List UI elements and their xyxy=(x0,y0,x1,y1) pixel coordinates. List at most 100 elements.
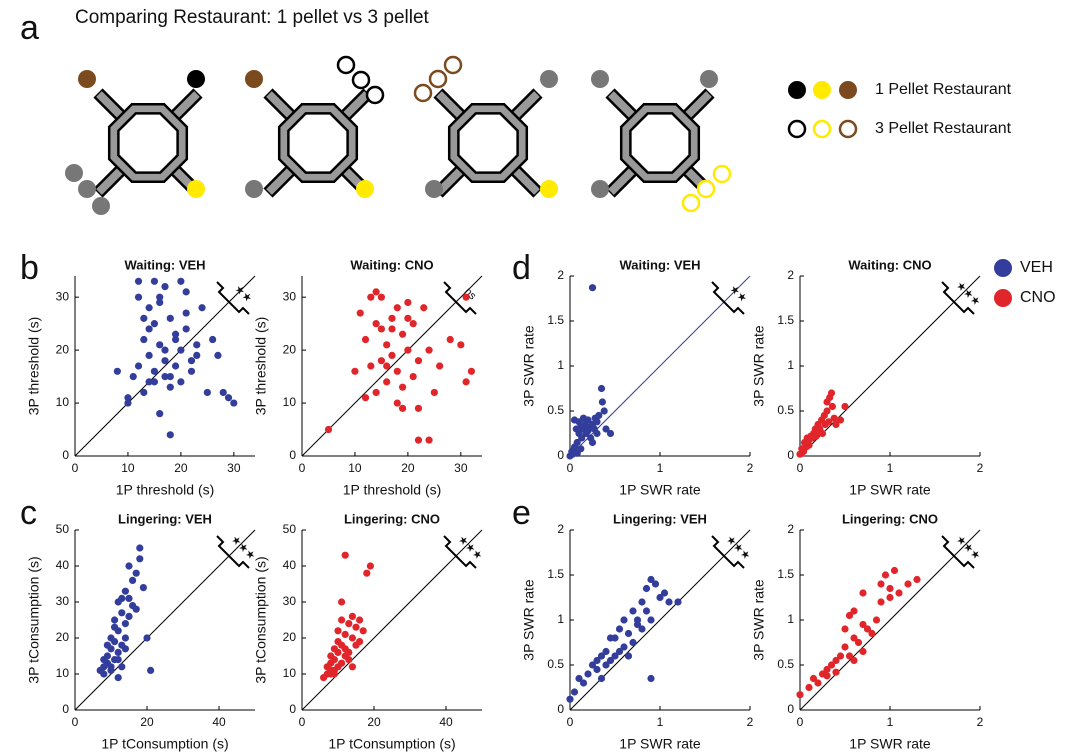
x-tick-label: 2 xyxy=(747,715,754,729)
x-tick-label: 20 xyxy=(140,715,154,729)
data-point xyxy=(327,670,334,677)
data-point xyxy=(373,288,380,295)
x-tick-label: 0 xyxy=(72,461,79,475)
data-point xyxy=(334,627,341,634)
data-point xyxy=(151,278,158,285)
data-point xyxy=(599,398,606,405)
data-point xyxy=(831,415,838,422)
y-tick-label: 0.5 xyxy=(777,403,794,417)
x-tick-label: 0 xyxy=(797,461,804,475)
data-point xyxy=(638,625,645,632)
x-axis-label: 1P threshold (s) xyxy=(116,482,215,498)
data-point xyxy=(183,288,190,295)
data-point xyxy=(140,336,147,343)
x-tick-label: 1 xyxy=(887,715,894,729)
y-tick-label: 0 xyxy=(62,702,69,716)
data-point xyxy=(104,642,111,649)
data-point xyxy=(566,696,573,703)
data-point xyxy=(580,679,587,686)
y-tick-label: 30 xyxy=(283,594,297,608)
y-axis-label: 3P SWR rate xyxy=(521,579,537,661)
data-point xyxy=(115,656,122,663)
data-point xyxy=(172,331,179,338)
data-point xyxy=(855,639,862,646)
data-point xyxy=(188,357,195,364)
data-point xyxy=(674,598,681,605)
maze xyxy=(268,93,368,193)
y-tick-label: 0 xyxy=(787,448,794,462)
data-point xyxy=(841,625,848,632)
data-point xyxy=(151,320,158,327)
data-point xyxy=(584,670,591,677)
data-point xyxy=(652,580,659,587)
data-point xyxy=(115,674,122,681)
data-point xyxy=(837,416,844,423)
x-tick-label: 0 xyxy=(567,715,574,729)
data-point xyxy=(625,652,632,659)
data-point xyxy=(620,643,627,650)
x-tick-label: 40 xyxy=(439,715,453,729)
data-point xyxy=(415,357,422,364)
x-tick-label: 2 xyxy=(747,461,754,475)
data-point xyxy=(367,362,374,369)
data-point xyxy=(805,684,812,691)
data-point xyxy=(404,299,411,306)
y-tick-label: 40 xyxy=(56,558,70,572)
significance-annotation: ★★★ xyxy=(953,533,983,563)
data-point xyxy=(616,625,623,632)
maze-diagrams xyxy=(65,57,857,215)
pellet xyxy=(245,70,263,88)
data-point xyxy=(114,368,121,375)
legend-swatch xyxy=(788,81,806,99)
data-point xyxy=(111,638,118,645)
data-point xyxy=(468,368,475,375)
data-point xyxy=(665,598,672,605)
pellet xyxy=(367,87,383,103)
significance-annotation: ★★★ xyxy=(723,533,753,563)
x-tick-label: 10 xyxy=(348,461,362,475)
data-point xyxy=(125,613,132,620)
data-point xyxy=(115,649,122,656)
data-point xyxy=(122,588,129,595)
maze xyxy=(98,93,198,193)
data-point xyxy=(399,384,406,391)
data-point xyxy=(589,284,596,291)
data-point xyxy=(373,320,380,327)
y-tick-label: 0 xyxy=(289,448,296,462)
panel-label: a xyxy=(20,9,39,47)
y-tick-label: 20 xyxy=(56,630,70,644)
data-point xyxy=(383,362,390,369)
data-point xyxy=(360,627,367,634)
data-point xyxy=(193,352,200,359)
y-tick-label: 1.5 xyxy=(777,313,794,327)
data-point xyxy=(345,656,352,663)
data-point xyxy=(814,679,821,686)
data-point xyxy=(378,325,385,332)
data-point xyxy=(394,368,401,375)
pellet xyxy=(78,180,96,198)
y-tick-label: 2 xyxy=(787,268,794,282)
data-point xyxy=(601,407,608,414)
pellet xyxy=(78,70,96,88)
data-point xyxy=(826,394,833,401)
data-point xyxy=(220,389,227,396)
data-point xyxy=(100,670,107,677)
data-point xyxy=(351,368,358,375)
data-point xyxy=(136,544,143,551)
y-axis-label: 3P SWR rate xyxy=(751,325,767,407)
legend-swatch xyxy=(789,121,805,137)
chart-title: Lingering: VEH xyxy=(118,511,212,526)
data-point xyxy=(891,567,898,574)
data-point xyxy=(367,562,374,569)
data-point xyxy=(829,403,836,410)
identity-line xyxy=(800,530,980,710)
data-point xyxy=(850,607,857,614)
data-point xyxy=(602,648,609,655)
data-point xyxy=(167,431,174,438)
data-point xyxy=(404,315,411,322)
data-point xyxy=(349,634,356,641)
data-point xyxy=(399,331,406,338)
y-axis-label: 3P SWR rate xyxy=(521,325,537,407)
y-tick-label: 10 xyxy=(283,395,297,409)
data-point xyxy=(338,616,345,623)
